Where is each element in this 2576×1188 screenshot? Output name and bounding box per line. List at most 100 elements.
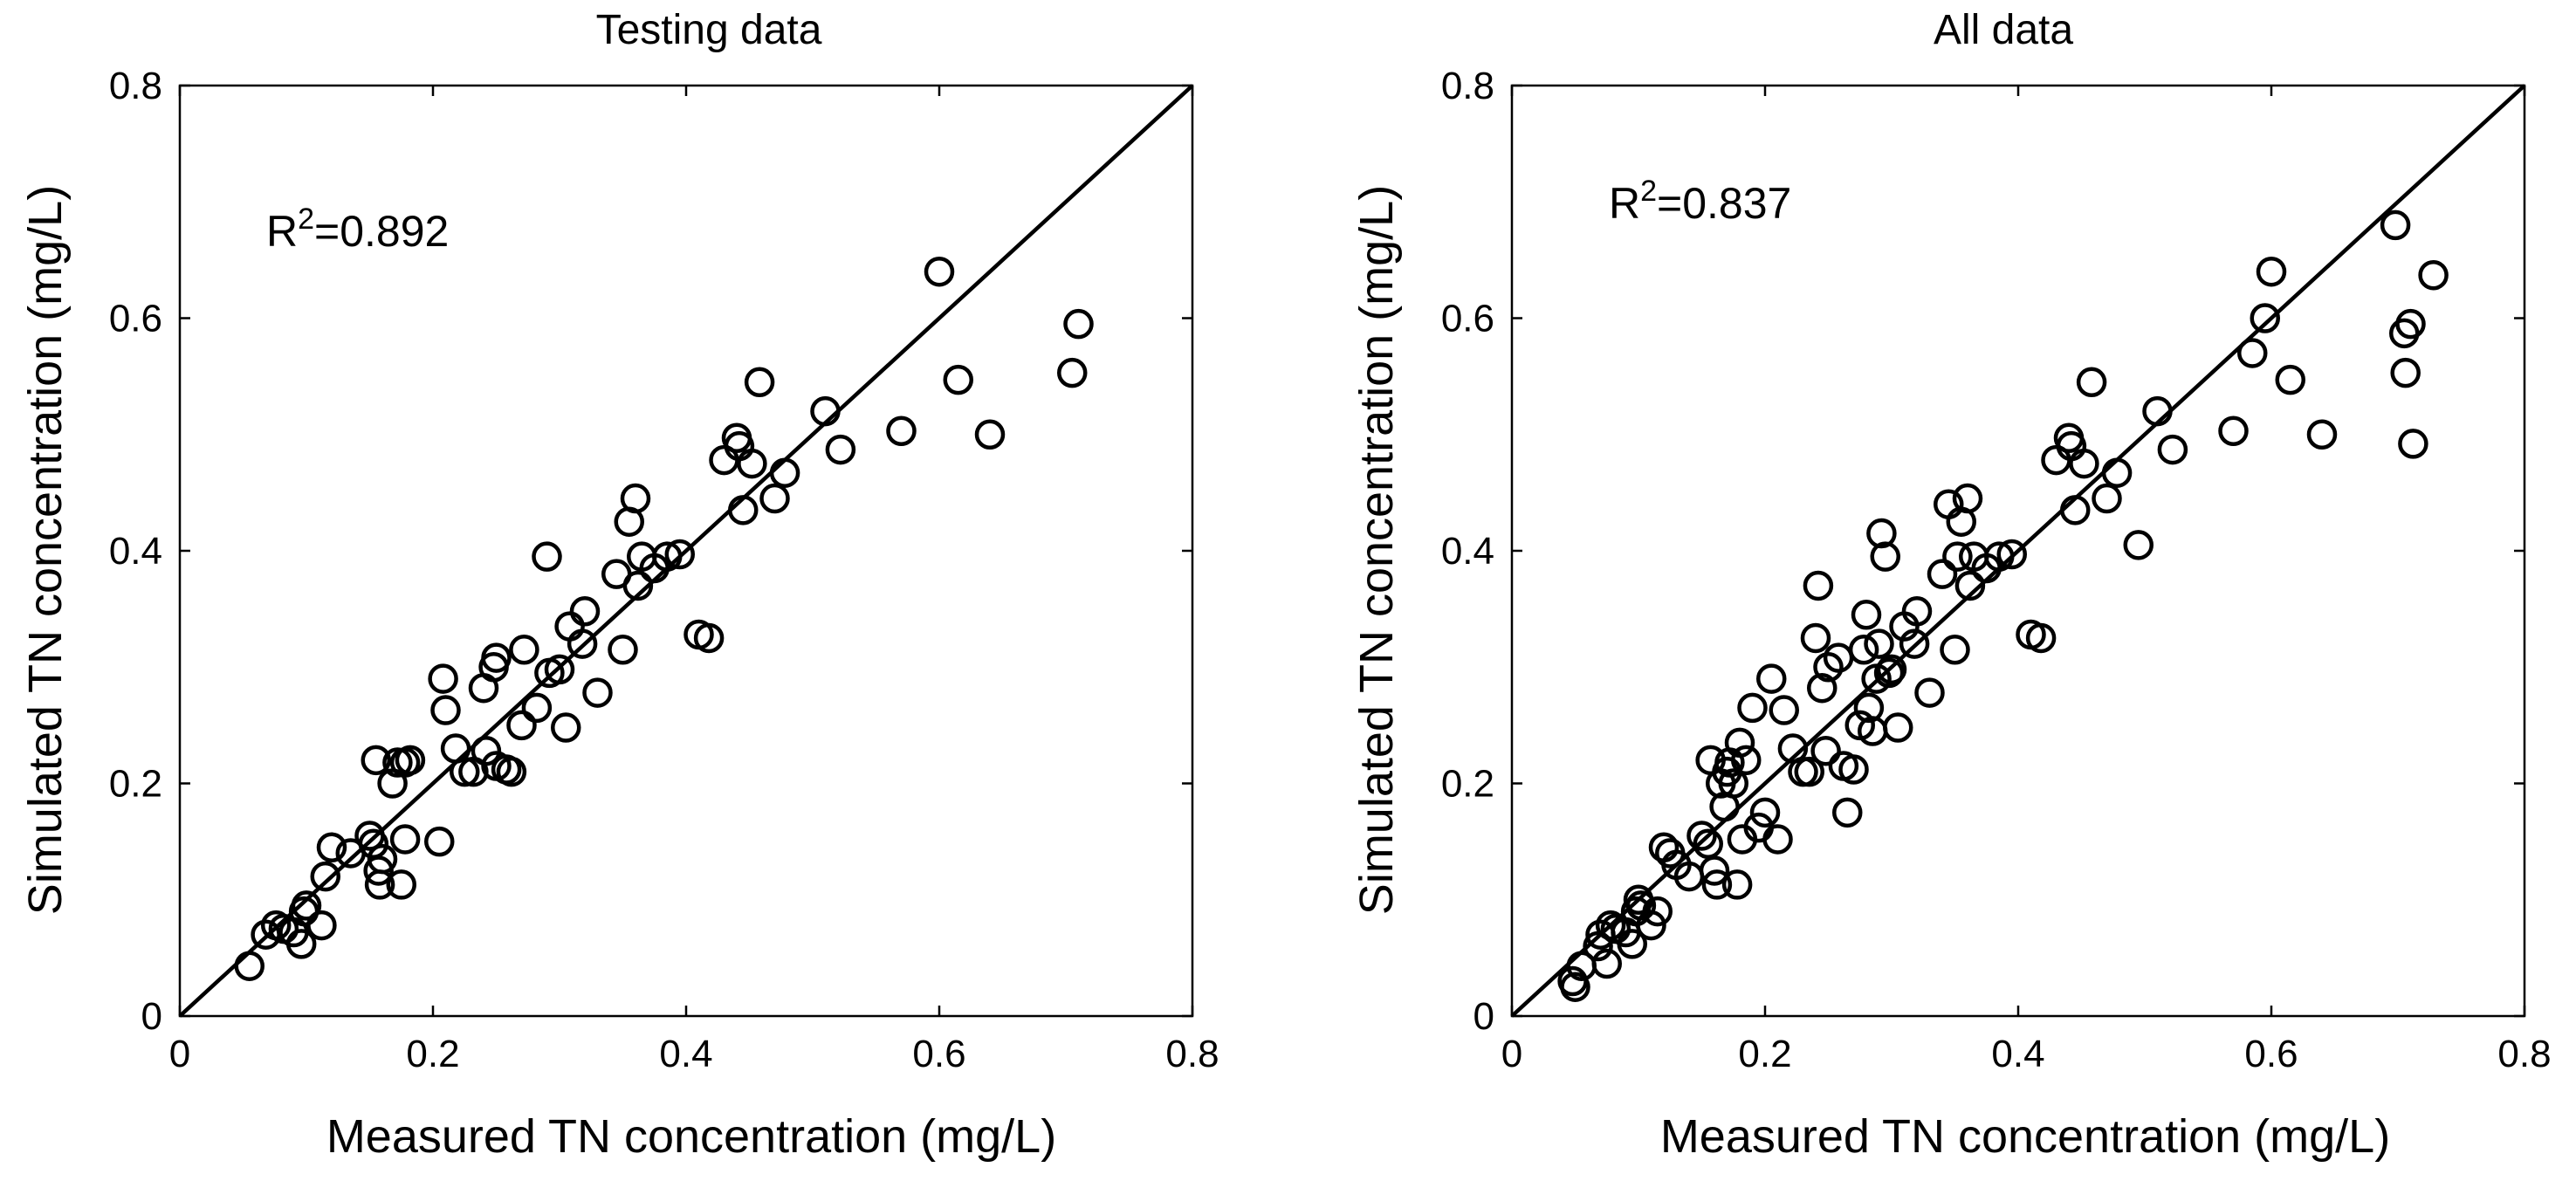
x-axis-label: Measured TN concentration (mg/L) (1660, 1110, 2390, 1163)
data-point (2306, 419, 2338, 450)
data-point (2092, 483, 2122, 514)
y-tick-label: 0 (141, 995, 162, 1038)
data-point (2076, 367, 2107, 398)
data-point (1996, 539, 2027, 570)
data-point (1718, 768, 1748, 799)
x-tick-label: 0.6 (912, 1033, 965, 1075)
data-point (1873, 657, 1905, 689)
data-point (1942, 541, 1973, 572)
data-point (1807, 672, 1838, 704)
data-point (1864, 628, 1894, 659)
data-point (367, 843, 398, 875)
data-point (2398, 429, 2428, 459)
y-axis-label: Simulated TN concentration (mg/L) (19, 185, 72, 915)
data-point (234, 951, 264, 981)
data-point (1769, 695, 1799, 725)
r-squared-annotation: R2=0.837 (1609, 175, 1791, 228)
data-point (2101, 457, 2133, 488)
data-point (2275, 364, 2305, 395)
data-point (386, 869, 416, 900)
data-point (2418, 259, 2449, 291)
data-point (1686, 821, 1717, 851)
data-point (1724, 727, 1755, 759)
x-tick-label: 0.4 (1991, 1033, 2044, 1075)
x-tick-label: 0.8 (1165, 1033, 1219, 1075)
data-point (2250, 303, 2280, 333)
data-point (2390, 357, 2421, 388)
data-point (974, 419, 1006, 450)
r-squared-annotation: R2=0.892 (266, 203, 449, 256)
y-tick-label: 0.6 (1441, 298, 1494, 340)
data-point (1642, 896, 1673, 927)
data-point (1952, 483, 1983, 514)
tick-group: 0 0.2 0.4 0.6 0.8 0 0.2 0.4 0.6 0.8 (109, 65, 1219, 1075)
data-point (506, 710, 537, 741)
reference-line-group (178, 84, 1194, 1018)
data-point (2025, 622, 2057, 654)
x-axis-label: Measured TN concentration (mg/L) (326, 1110, 1056, 1163)
data-point (567, 628, 598, 659)
data-point (943, 364, 973, 395)
data-point (1940, 635, 1970, 665)
data-point (620, 483, 651, 514)
data-point (395, 745, 426, 776)
data-point (608, 635, 638, 665)
tick-group: 0 0.2 0.4 0.6 0.8 0 0.2 0.4 0.6 0.8 (1441, 65, 2552, 1075)
data-point (450, 756, 480, 787)
data-point (1737, 692, 1768, 724)
data-point (1756, 663, 1787, 694)
y-tick-label: 0.6 (109, 298, 162, 340)
data-point (1648, 832, 1680, 863)
data-point (1883, 712, 1913, 743)
data-point (424, 826, 455, 857)
data-point (1810, 735, 1841, 766)
x-tick-label: 0 (169, 1033, 190, 1075)
y-tick-label: 0.8 (109, 65, 162, 107)
data-point (569, 596, 601, 627)
data-point (544, 654, 575, 685)
y-tick-label: 0 (1473, 995, 1494, 1038)
data-point (1813, 652, 1844, 683)
data-point (2256, 256, 2287, 287)
x-tick-label: 0.8 (2497, 1033, 2551, 1075)
data-point (664, 539, 695, 570)
chart-testing-data: Testing data Simulated TN concentration … (19, 7, 1219, 1163)
data-point (1762, 824, 1793, 855)
x-tick-label: 0.2 (406, 1033, 459, 1075)
points-group (1557, 209, 2449, 1002)
data-point (1731, 745, 1762, 776)
y-axis-label: Simulated TN concentration (mg/L) (1350, 185, 1403, 915)
data-point (1853, 692, 1885, 724)
data-point (737, 448, 767, 479)
data-point (1876, 654, 1907, 685)
data-point (924, 256, 955, 287)
data-point (285, 929, 317, 959)
data-point (744, 367, 775, 398)
data-point (1699, 855, 1730, 886)
data-point (481, 642, 512, 673)
data-point (652, 541, 683, 572)
data-point (551, 712, 581, 743)
data-point (2380, 209, 2411, 241)
data-point (1848, 635, 1879, 665)
data-point (1063, 308, 1094, 340)
data-point (1984, 541, 2015, 572)
data-point (430, 695, 461, 725)
data-point (769, 457, 800, 488)
y-tick-label: 0.8 (1441, 65, 1494, 107)
data-point (1595, 910, 1626, 941)
data-point (1591, 948, 1622, 979)
data-point (521, 692, 553, 724)
data-point (1560, 972, 1590, 1002)
data-point (2142, 395, 2173, 427)
x-tick-label: 0.2 (1738, 1033, 1791, 1075)
data-point (1800, 622, 1831, 654)
data-point (361, 745, 391, 776)
data-point (291, 890, 322, 921)
data-point (1057, 357, 1088, 388)
data-point (2069, 448, 2099, 479)
data-point (1832, 797, 1863, 828)
data-point (2123, 530, 2154, 560)
data-point (382, 747, 413, 778)
